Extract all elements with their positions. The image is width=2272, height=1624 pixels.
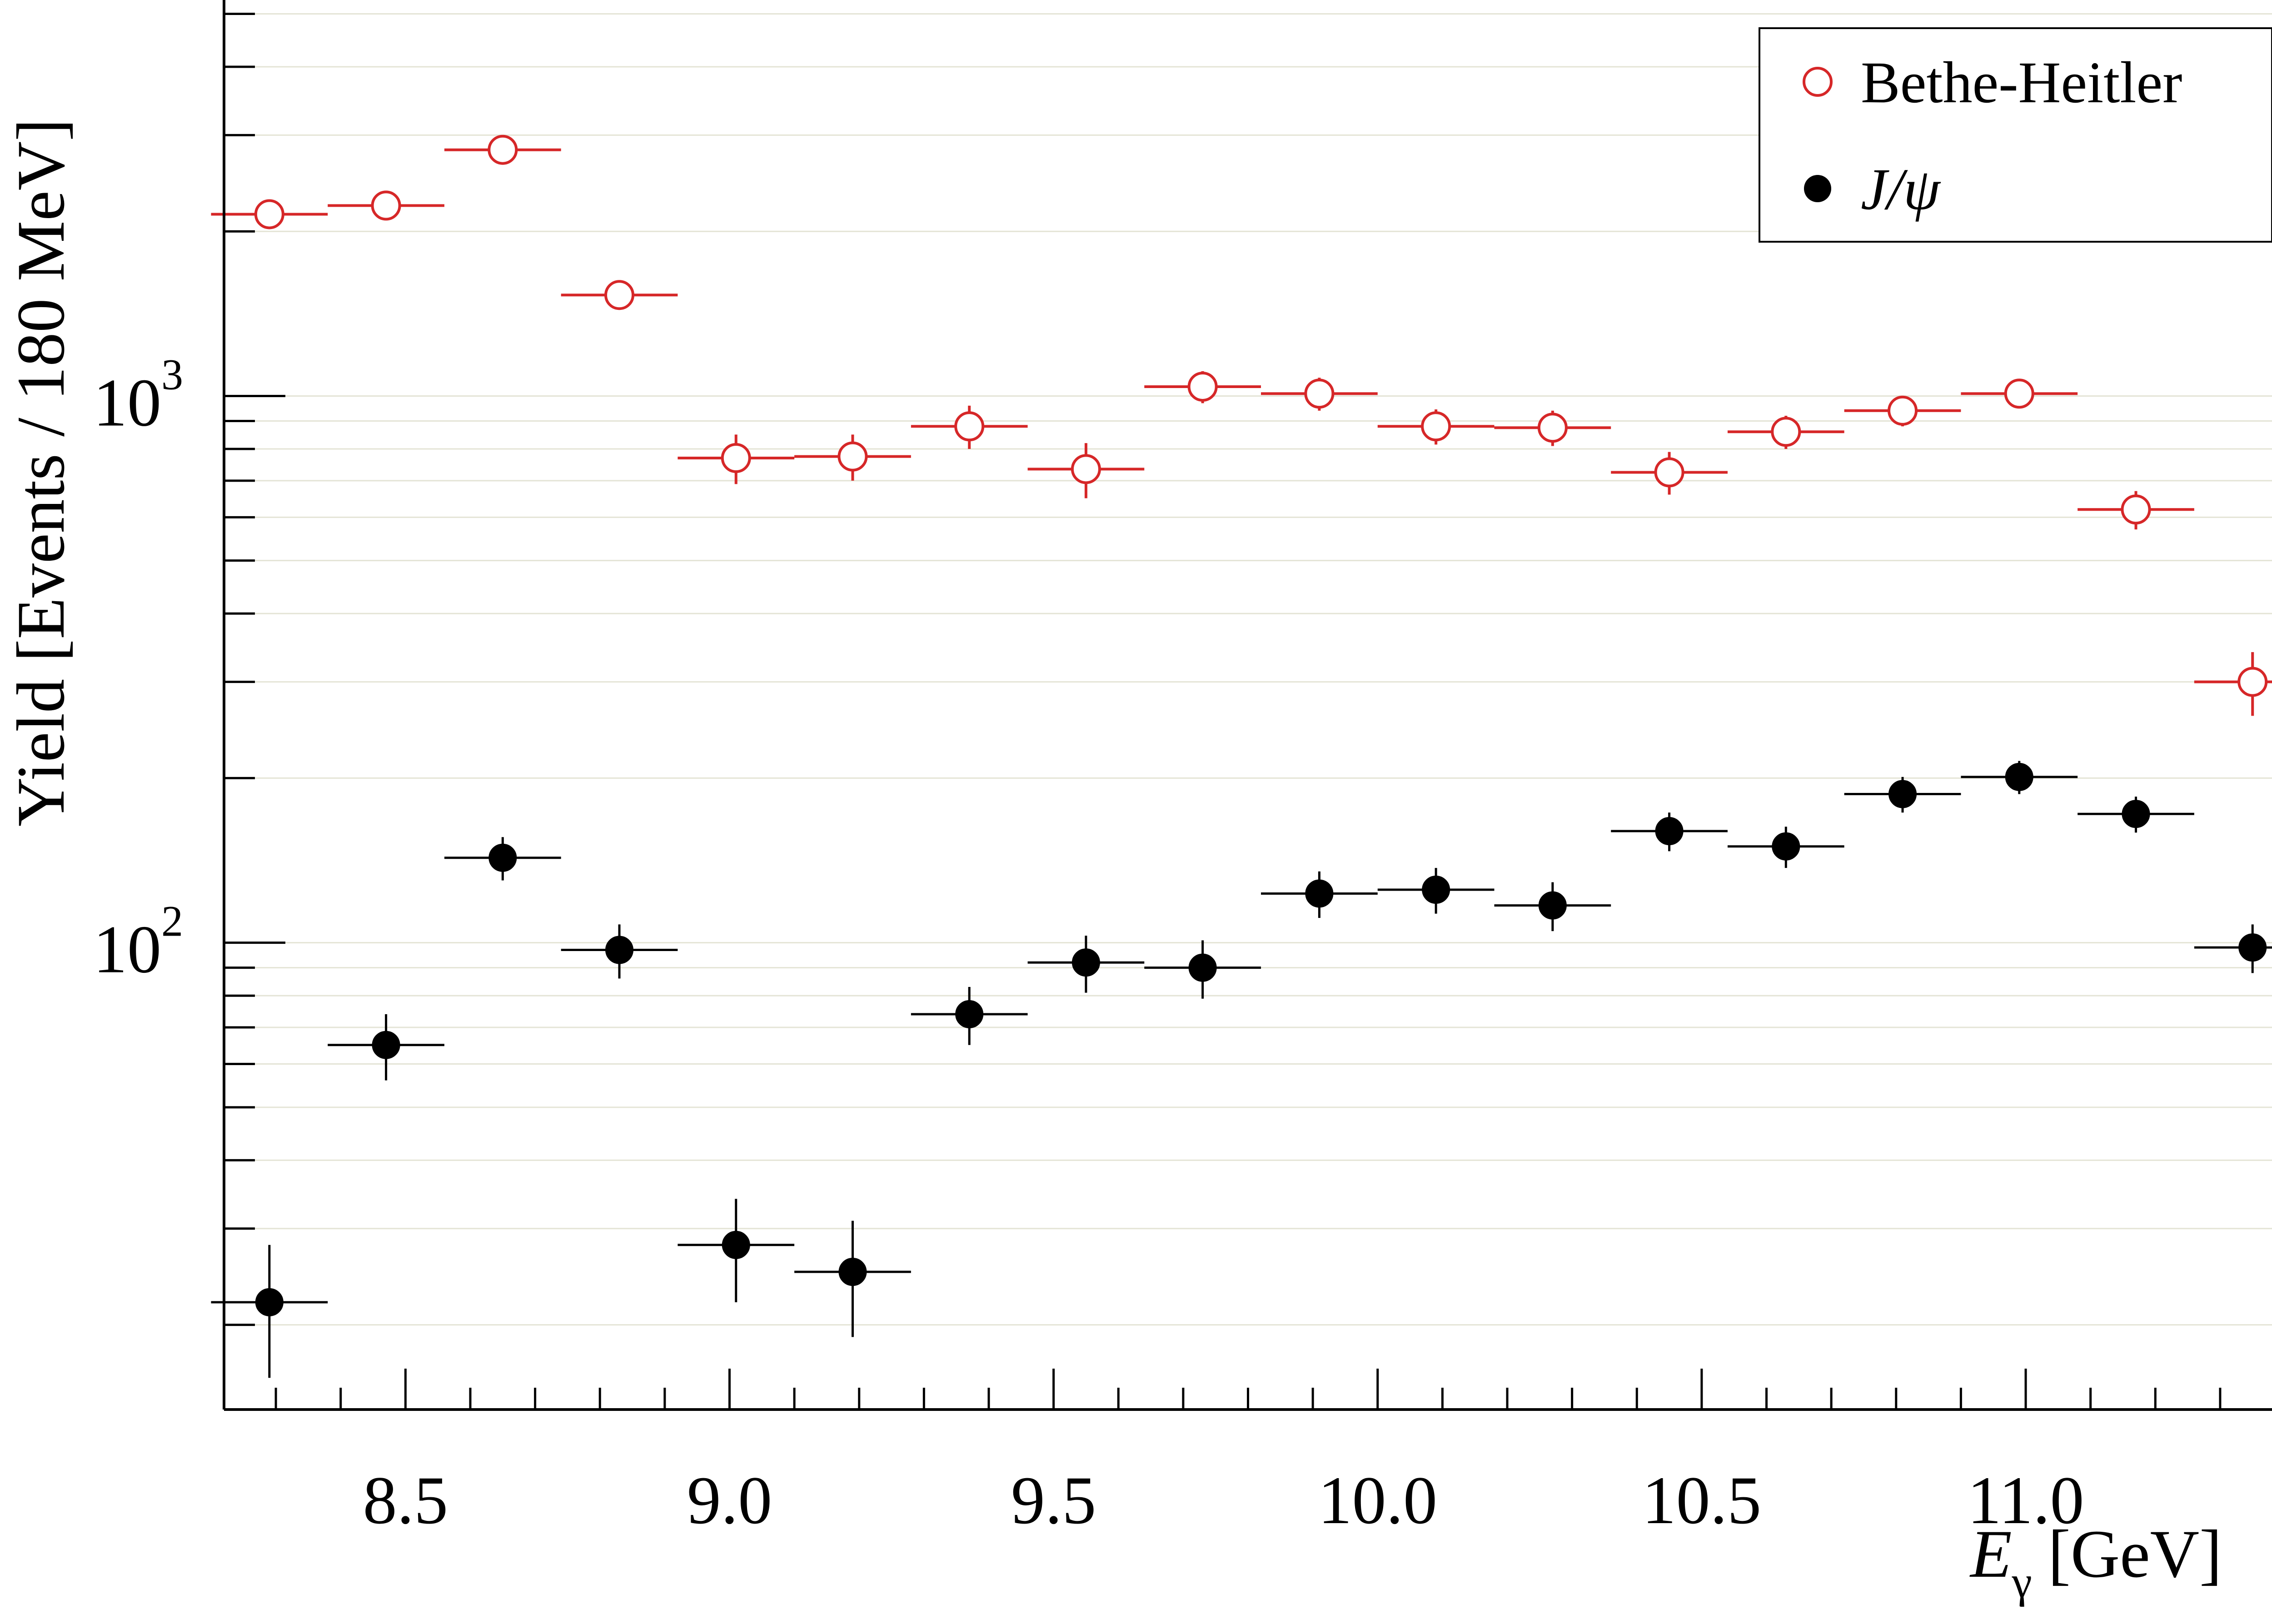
series-jpsi: [211, 761, 2272, 1378]
data-point: [2237, 667, 2268, 697]
data-point: [954, 411, 985, 442]
data-point: [2005, 762, 2033, 791]
x-tick-label: 8.5: [363, 1463, 448, 1538]
data-point: [605, 936, 634, 964]
x-axis-title-sub: γ: [2012, 1557, 2032, 1607]
legend-label-jpsi: J/ψ: [1861, 157, 1941, 222]
data-point: [1771, 417, 1801, 447]
data-point: [1654, 457, 1684, 488]
data-point: [722, 1230, 750, 1259]
data-point: [1422, 876, 1450, 904]
data-point: [837, 441, 868, 472]
data-point: [1772, 832, 1800, 861]
data-point: [371, 190, 401, 221]
x-axis-title: Eγ [GeV]: [1969, 1516, 2222, 1607]
data-point: [488, 843, 517, 872]
data-point: [1421, 411, 1451, 442]
series-bethe-heitler: [211, 135, 2272, 716]
data-point: [1071, 454, 1101, 484]
data-point: [1305, 879, 1334, 908]
data-point: [1304, 379, 1335, 409]
data-point: [1537, 413, 1568, 443]
data-point: [1071, 948, 1100, 977]
data-point: [604, 280, 635, 310]
x-axis-title-unit: [GeV]: [2048, 1516, 2222, 1592]
grid-lines: [224, 13, 2272, 1326]
data-point: [488, 135, 518, 165]
x-tick-label: 11.0: [1968, 1463, 2084, 1538]
data-point: [372, 1031, 400, 1059]
x-tick-label: 10.0: [1318, 1463, 1438, 1538]
data-point: [2004, 379, 2034, 409]
legend-marker-bethe-heitler: [1803, 67, 1833, 97]
data-point: [254, 199, 284, 229]
data-point: [721, 443, 751, 473]
data-point: [2122, 800, 2150, 828]
x-axis-title-var: E: [1969, 1516, 2012, 1592]
data-point: [2121, 494, 2151, 525]
axes: 102 103 8.5 9.0 9.5 10.0 10.5 11.0: [93, 0, 2272, 1538]
x-tick-label: 10.5: [1642, 1463, 1762, 1538]
x-tick-label: 9.5: [1011, 1463, 1096, 1538]
x-tick-label: 9.0: [687, 1463, 772, 1538]
data-point: [955, 1000, 984, 1028]
data-point: [1538, 891, 1567, 920]
legend-label-bethe-heitler: Bethe-Heitler: [1861, 50, 2182, 115]
data-point: [2238, 933, 2267, 962]
data-point: [1655, 817, 1684, 846]
y-tick-label: 102: [93, 897, 183, 987]
data-point: [1188, 953, 1217, 982]
data-point: [255, 1288, 284, 1316]
y-tick-label: 103: [93, 350, 183, 440]
data-point: [838, 1258, 867, 1286]
legend-marker-jpsi: [1804, 175, 1831, 202]
data-point: [1888, 780, 1917, 808]
data-point: [1888, 395, 1918, 426]
data-point: [1187, 371, 1218, 402]
legend-box: [1759, 27, 2272, 243]
legend: Bethe-Heitler J/ψ: [1759, 27, 2272, 243]
y-axis-title: Yield [Events / 180 MeV]: [3, 119, 79, 827]
